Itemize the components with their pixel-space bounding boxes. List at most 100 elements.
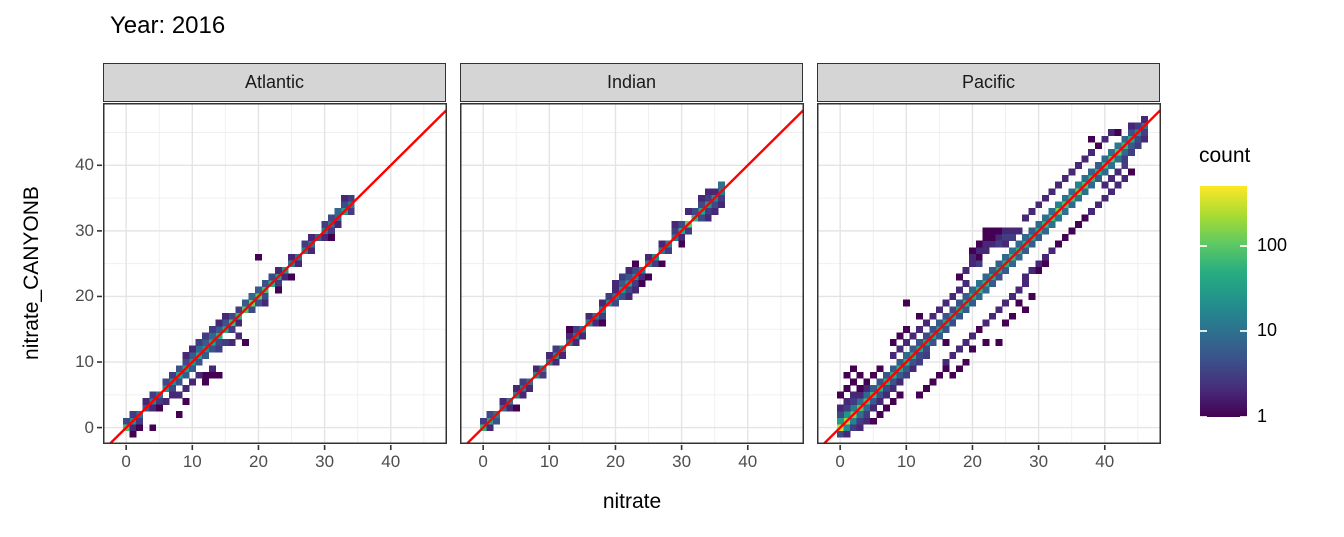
- bin-tile: [327, 234, 335, 242]
- bin-tile: [942, 299, 950, 307]
- bin-tile: [876, 378, 884, 386]
- facet-strip-indian: Indian: [460, 63, 803, 102]
- bin-tile: [1055, 181, 1063, 189]
- bin-tile: [1101, 155, 1109, 163]
- bin-tile: [1022, 234, 1029, 242]
- bin-tile: [1008, 234, 1016, 242]
- bin-tile: [235, 319, 243, 327]
- bin-tile: [182, 352, 190, 360]
- bin-tile: [850, 417, 857, 425]
- bin-tile: [565, 332, 573, 340]
- bin-tile: [1068, 188, 1076, 196]
- panel-border: [103, 103, 447, 444]
- bin-tile: [850, 378, 857, 386]
- bin-tile: [1088, 181, 1096, 189]
- bin-tile: [1094, 175, 1102, 182]
- x-tick-label: 0: [478, 452, 488, 471]
- bin-tile: [1028, 266, 1036, 274]
- facet-plot-pacific: [817, 103, 1161, 450]
- bin-tile: [572, 325, 580, 333]
- bin-tile: [850, 365, 857, 373]
- bin-tile: [215, 371, 223, 379]
- bin-tile: [896, 371, 904, 379]
- bin-tile: [889, 378, 897, 386]
- x-tick-label: 10: [539, 452, 559, 471]
- bin-tile: [248, 306, 256, 314]
- bin-tile: [1048, 207, 1056, 215]
- bin-tile: [1022, 273, 1029, 281]
- bin-tile: [671, 221, 679, 228]
- facet-plot-indian: [460, 103, 804, 450]
- bin-tile: [869, 404, 877, 412]
- bin-tile: [843, 404, 851, 412]
- bin-tile: [942, 325, 950, 333]
- bin-tile: [1022, 247, 1029, 255]
- bin-tile: [1068, 201, 1076, 209]
- bin-tile: [863, 411, 871, 419]
- bin-tile: [612, 299, 620, 307]
- bin-tile: [275, 266, 282, 274]
- bin-tile: [698, 194, 706, 202]
- bin-tile: [1127, 142, 1135, 150]
- bin-tile: [519, 378, 527, 386]
- bin-tile: [175, 378, 183, 386]
- bin-tile: [698, 214, 706, 222]
- bin-tile: [612, 280, 620, 287]
- bin-tile: [863, 404, 871, 412]
- bin-tile: [1114, 142, 1122, 150]
- bin-tile: [1075, 181, 1082, 189]
- bin-tile: [155, 404, 163, 412]
- bin-tile: [1108, 129, 1115, 137]
- bin-tile: [308, 247, 315, 255]
- bin-tile: [1121, 162, 1129, 169]
- bin-tile: [1035, 201, 1043, 209]
- bin-tile: [1002, 227, 1010, 235]
- bin-tile: [1008, 227, 1016, 235]
- bin-tile: [208, 332, 216, 340]
- bin-tile: [1041, 253, 1049, 261]
- bin-tile: [665, 247, 672, 255]
- bin-tile: [645, 253, 653, 261]
- bin-tile: [195, 339, 203, 346]
- y-tick-label: 40: [75, 155, 94, 175]
- bin-tile: [1035, 234, 1043, 242]
- bin-tile: [922, 319, 930, 327]
- bin-tile: [989, 234, 996, 242]
- bin-tile: [169, 371, 177, 379]
- bin-tile: [136, 417, 143, 425]
- bin-tile: [1108, 162, 1115, 169]
- panel-border: [817, 103, 1161, 444]
- bin-tile: [202, 378, 210, 386]
- bin-tile: [671, 227, 679, 235]
- bin-tile: [255, 299, 263, 307]
- bin-tile: [632, 260, 639, 268]
- bin-tile: [1022, 280, 1029, 287]
- bin-tile: [909, 358, 917, 366]
- bin-tile: [869, 398, 877, 405]
- bin-tile: [856, 411, 864, 419]
- bin-tile: [493, 417, 500, 425]
- bin-tile: [1134, 135, 1142, 143]
- bin-tile: [876, 365, 884, 373]
- bin-tile: [1061, 234, 1069, 242]
- bin-tile: [1088, 207, 1096, 215]
- bin-tile: [1094, 142, 1102, 150]
- bin-tile: [169, 384, 177, 392]
- bin-tile: [949, 352, 957, 360]
- bin-tile: [850, 404, 857, 412]
- bin-tile: [1108, 175, 1115, 182]
- bin-tile: [1015, 227, 1023, 235]
- bin-tile: [288, 253, 296, 261]
- y-tick-label: 10: [75, 352, 94, 372]
- bin-tile: [175, 391, 183, 399]
- bin-tile: [142, 398, 150, 405]
- bin-tile: [1101, 181, 1109, 189]
- bin-tile: [208, 345, 216, 353]
- bin-tile: [208, 325, 216, 333]
- bin-tile: [1075, 162, 1082, 169]
- bin-tile: [572, 339, 580, 346]
- bin-tile: [169, 391, 177, 399]
- bin-tile: [995, 339, 1003, 346]
- bin-tile: [605, 293, 613, 301]
- bin-tile: [863, 384, 871, 392]
